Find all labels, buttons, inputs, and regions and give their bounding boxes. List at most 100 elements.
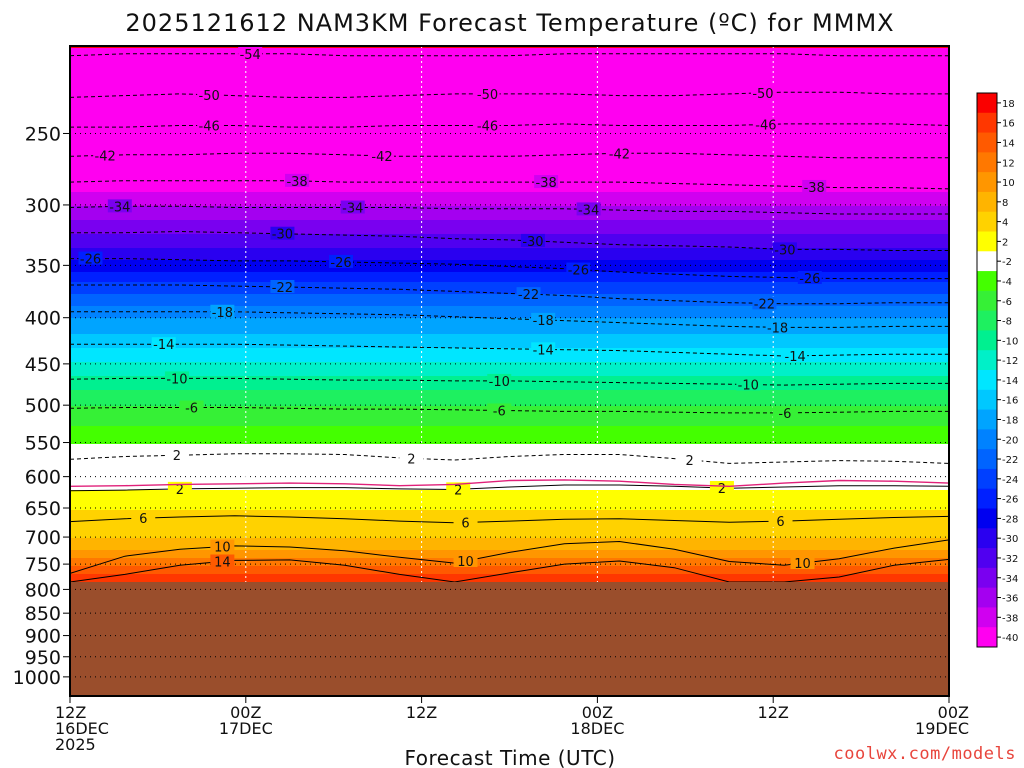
temperature-band bbox=[70, 158, 949, 161]
contour-label-bg bbox=[531, 342, 556, 356]
temperature-band bbox=[70, 182, 949, 185]
temperature-band bbox=[70, 456, 949, 459]
contour-label-bg bbox=[802, 179, 827, 193]
temperature-band bbox=[70, 46, 949, 49]
contour-label: -50 bbox=[752, 87, 773, 102]
temperature-band bbox=[70, 64, 949, 67]
temperature-band bbox=[70, 58, 949, 61]
temperature-band bbox=[70, 252, 949, 255]
colorbar-label: -24 bbox=[1002, 475, 1018, 486]
contour-label-bg bbox=[783, 348, 808, 362]
colorbar-swatch bbox=[977, 508, 997, 529]
contour-label-bg bbox=[576, 202, 601, 216]
colorbar-label: -18 bbox=[1002, 415, 1018, 426]
contour-label-bg bbox=[340, 200, 365, 214]
temperature-band bbox=[70, 388, 949, 391]
temperature-band bbox=[70, 98, 949, 101]
x-tick-label: 00Z bbox=[582, 703, 613, 722]
temperature-band bbox=[70, 530, 949, 533]
contour-label: -38 bbox=[536, 176, 557, 191]
colorbar-swatch bbox=[977, 548, 997, 569]
temperature-band bbox=[70, 222, 949, 225]
temperature-band bbox=[70, 556, 949, 559]
temperature-band bbox=[70, 224, 949, 227]
temperature-band bbox=[70, 528, 949, 531]
contour-label: 2 bbox=[407, 452, 415, 467]
temperature-band bbox=[70, 212, 949, 215]
contour-label-bg bbox=[210, 554, 235, 568]
temperature-band bbox=[70, 532, 949, 535]
temperature-band bbox=[70, 356, 949, 359]
temperature-band bbox=[70, 160, 949, 163]
contour-label: -10 bbox=[166, 372, 187, 387]
temperature-band bbox=[70, 352, 949, 355]
contour-label: -38 bbox=[804, 181, 825, 196]
temperature-band bbox=[70, 484, 949, 487]
contour-label: -26 bbox=[568, 264, 589, 279]
temperature-band bbox=[70, 496, 949, 499]
contour-label: 2 bbox=[176, 483, 184, 498]
temperature-band bbox=[70, 254, 949, 257]
contour-label: -30 bbox=[522, 235, 543, 250]
temperature-band bbox=[70, 500, 949, 503]
colorbar-label: -36 bbox=[1002, 594, 1018, 605]
colorbar-label: -22 bbox=[1002, 455, 1018, 466]
temperature-band bbox=[70, 110, 949, 113]
colorbar-label: -40 bbox=[1002, 633, 1018, 644]
temperature-band bbox=[70, 360, 949, 363]
temperature-band bbox=[70, 570, 949, 573]
colorbar-frame bbox=[976, 92, 998, 648]
temperature-band bbox=[70, 516, 949, 519]
temperature-band bbox=[70, 128, 949, 131]
contour-label: -10 bbox=[489, 375, 510, 390]
temperature-band bbox=[70, 286, 949, 289]
colorbar-label: -4 bbox=[1002, 277, 1012, 288]
temperature-band bbox=[70, 256, 949, 259]
temperature-band bbox=[70, 372, 949, 375]
colorbar-swatch bbox=[977, 627, 997, 648]
temperature-band bbox=[70, 220, 949, 223]
temperature-band bbox=[70, 328, 949, 331]
temperature-band bbox=[70, 310, 949, 313]
temperature-band bbox=[70, 210, 949, 213]
temperature-band bbox=[70, 394, 949, 397]
temperature-band bbox=[70, 468, 949, 471]
temperature-band bbox=[70, 122, 949, 125]
temperature-band bbox=[70, 144, 949, 147]
y-tick-label: 750 bbox=[25, 554, 61, 576]
temperature-band bbox=[70, 94, 949, 97]
contour-label-bg bbox=[197, 87, 222, 101]
contour-label: -26 bbox=[799, 272, 820, 287]
colorbar-label: -26 bbox=[1002, 495, 1018, 506]
temperature-band bbox=[70, 148, 949, 151]
temperature-band bbox=[70, 312, 949, 315]
temperature-band bbox=[70, 548, 949, 551]
temperature-band bbox=[70, 510, 949, 513]
colorbar-label: 8 bbox=[1002, 198, 1008, 209]
temperature-band bbox=[70, 522, 949, 525]
credit-text: coolwx.com/models bbox=[833, 744, 1016, 764]
colorbar-label: -34 bbox=[1002, 574, 1018, 585]
temperature-band bbox=[70, 578, 949, 581]
temperature-band bbox=[70, 114, 949, 117]
temperature-band bbox=[70, 70, 949, 73]
x-tick-label: 12Z bbox=[55, 703, 86, 722]
temperature-band bbox=[70, 568, 949, 571]
temperature-band bbox=[70, 140, 949, 143]
temperature-band bbox=[70, 370, 949, 373]
temperature-band bbox=[70, 558, 949, 561]
contour-label: -14 bbox=[533, 343, 554, 358]
temperature-band bbox=[70, 240, 949, 243]
temperature-band bbox=[70, 102, 949, 105]
temperature-band bbox=[70, 198, 949, 201]
temperature-band bbox=[70, 236, 949, 239]
temperature-band bbox=[70, 272, 949, 275]
temperature-band bbox=[70, 362, 949, 365]
isotherm-line bbox=[70, 515, 949, 524]
temperature-band bbox=[70, 344, 949, 347]
temperature-band bbox=[70, 274, 949, 277]
temperature-band bbox=[70, 420, 949, 423]
contour-label: -46 bbox=[199, 120, 220, 135]
temperature-band bbox=[70, 84, 949, 87]
temperature-band bbox=[70, 180, 949, 183]
